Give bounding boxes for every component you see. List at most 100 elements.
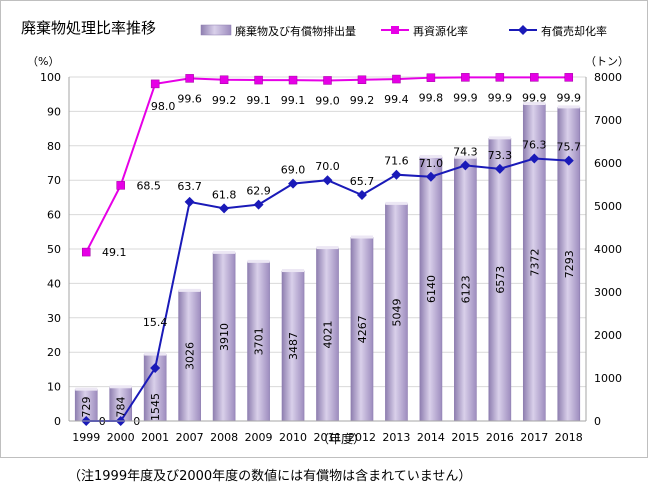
bar-value-label: 6140 (425, 275, 438, 303)
sale-rate-point (460, 160, 471, 171)
sale-rate-label: 63.7 (177, 180, 202, 193)
sale-rate-label: 69.0 (281, 164, 306, 177)
sale-rate-point (150, 363, 161, 374)
recycling-rate-label: 99.2 (212, 94, 237, 107)
bar-cap (385, 201, 408, 205)
recycling-rate-label: 99.0 (315, 94, 340, 107)
recycling-rate-point (530, 73, 539, 82)
bar-value-label: 4021 (322, 321, 335, 349)
bar-cap (75, 387, 98, 391)
sale-rate-point (494, 163, 505, 174)
bar-cap (282, 269, 305, 273)
sale-rate-label: 70.0 (315, 160, 340, 173)
sale-rate-point (391, 169, 402, 180)
x-tick-label: 2014 (417, 431, 445, 444)
right-tick-label: 8000 (594, 71, 622, 84)
recycling-rate-label: 99.1 (246, 94, 271, 107)
bar-value-label: 1545 (149, 393, 162, 421)
footnote: （注1999年度及び2000年度の数値には有償物は含まれていません） (68, 469, 472, 484)
left-tick-label: 100 (40, 71, 61, 84)
recycling-rate-point (254, 75, 263, 85)
left-tick-label: 30 (47, 312, 61, 325)
bar-cap (523, 102, 546, 106)
recycling-rate-point (81, 247, 91, 257)
sale-rate-label: 76.3 (522, 139, 547, 152)
recycling-rate-label: 99.9 (522, 91, 547, 104)
line-series (81, 73, 574, 426)
left-tick-label: 90 (47, 105, 61, 118)
legend-marker-diamond (518, 25, 528, 35)
legend-label: 廃棄物及び有償物排出量 (235, 24, 356, 38)
x-tick-label: 2007 (176, 431, 204, 444)
recycling-rate-label: 49.1 (102, 246, 127, 259)
left-tick-label: 80 (47, 140, 61, 153)
legend-label: 再資源化率 (413, 24, 468, 38)
recycling-rate-point (495, 73, 505, 82)
waste-ratio-chart: 729 784 1545 3026 3910 3701 3487 4021 4267 5049 61… (21, 19, 629, 446)
recycling-rate-point (150, 79, 160, 89)
x-tick-label: 2001 (141, 431, 169, 444)
bar-value-label: 729 (80, 397, 93, 418)
sale-rate-point (219, 203, 230, 214)
sale-rate-point (425, 171, 436, 182)
right-axis-unit: （トン） (585, 55, 629, 68)
recycling-rate-point (392, 74, 401, 84)
sale-rate-label: 74.3 (453, 145, 478, 158)
bar-value-label: 7372 (528, 249, 541, 277)
sale-rate-label: 65.7 (350, 175, 375, 188)
recycling-rate-label: 68.5 (136, 179, 161, 192)
right-tick-label: 5000 (594, 200, 622, 213)
x-tick-label: 2011 (314, 431, 342, 444)
sale-rate-label: 71.6 (384, 155, 409, 168)
sale-rate-point (322, 175, 333, 186)
bar-value-label: 7293 (563, 250, 576, 278)
axes: 0102030405060708090100010002000300040005… (27, 55, 629, 446)
bar-cap (488, 136, 511, 140)
legend-swatch-bar (200, 24, 232, 36)
left-tick-label: 20 (47, 346, 61, 359)
left-tick-label: 10 (47, 381, 61, 394)
recycling-rate-label: 99.1 (281, 94, 306, 107)
bar-cap (419, 154, 442, 158)
legend-marker-square (391, 26, 399, 34)
left-tick-label: 40 (47, 277, 61, 290)
recycling-rate-label: 99.2 (350, 94, 375, 107)
recycling-rate-point (185, 74, 194, 83)
x-axis-title: （年度） (317, 431, 365, 446)
bar-cap (454, 155, 477, 159)
bar-cap (144, 352, 167, 356)
recycling-rate-label: 99.4 (384, 93, 409, 106)
recycling-rate-point (288, 75, 298, 85)
chart-frame: 729 784 1545 3026 3910 3701 3487 4021 4267 5049 61… (0, 0, 648, 458)
recycling-rate-point (219, 75, 229, 85)
right-tick-label: 0 (594, 415, 601, 428)
right-tick-label: 6000 (594, 157, 622, 170)
bar-cap (557, 105, 580, 109)
bar-value-label: 3026 (184, 342, 197, 370)
recycling-rate-point (564, 73, 574, 82)
bar-value-label: 3910 (218, 323, 231, 351)
recycling-rate-point (426, 73, 436, 82)
x-tick-label: 2012 (348, 431, 376, 444)
left-tick-label: 0 (54, 415, 61, 428)
legend-label: 有償売却化率 (541, 24, 607, 38)
sale-rate-point (288, 178, 299, 189)
x-tick-label: 2013 (382, 431, 410, 444)
chart-title: 廃棄物処理比率推移 (21, 19, 156, 37)
sale-rate-point (356, 189, 367, 200)
left-tick-label: 50 (47, 243, 61, 256)
bar-value-label: 6123 (459, 275, 472, 303)
bar-cap (178, 288, 201, 292)
sale-rate-label: 61.8 (212, 188, 237, 201)
data-labels: 729 784 1545 3026 3910 3701 3487 4021 4267 5049 61… (80, 91, 581, 428)
x-tick-label: 2018 (555, 431, 583, 444)
x-tick-label: 2009 (245, 431, 273, 444)
sale-rate-point (184, 196, 195, 207)
left-tick-label: 70 (47, 174, 61, 187)
x-tick-label: 2010 (279, 431, 307, 444)
right-tick-label: 7000 (594, 114, 622, 127)
x-tick-label: 2016 (486, 431, 514, 444)
recycling-rate-label: 99.6 (177, 92, 202, 105)
bar-series (74, 102, 581, 422)
x-tick-label: 2008 (210, 431, 238, 444)
